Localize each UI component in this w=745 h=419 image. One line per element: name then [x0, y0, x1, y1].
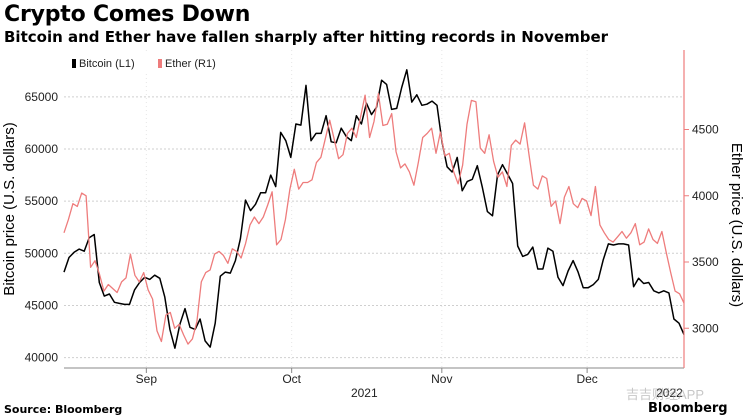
left-tick-40000: 40000: [25, 351, 59, 365]
source-note: Source: Bloomberg: [4, 403, 123, 416]
bitcoin-series-line: [63, 69, 685, 349]
left-axis-title: Bitcoin price (U.S. dollars): [1, 122, 18, 295]
right-tick-4000: 4000: [692, 189, 719, 203]
left-tick-45000: 45000: [25, 298, 59, 312]
left-tick-55000: 55000: [25, 194, 59, 208]
x-tick-dec: Dec: [576, 372, 597, 386]
chart-title: Crypto Comes Down: [4, 2, 251, 27]
year-label-2022: 2022: [656, 386, 683, 400]
right-tick-4500: 4500: [692, 123, 719, 137]
legend-swatch-bitcoin: [72, 59, 76, 68]
left-tick-60000: 60000: [25, 142, 59, 156]
x-tick-nov: Nov: [431, 372, 452, 386]
right-tick-3500: 3500: [692, 255, 719, 269]
right-axis-title: Ether price (U.S. dollars): [728, 143, 745, 307]
legend: Bitcoin (L1) Ether (R1): [68, 54, 224, 72]
right-tick-3000: 3000: [692, 321, 719, 335]
axes: 40000 45000 50000 55000 60000 65000 3000 3500 40…: [1, 50, 745, 400]
legend-label-ether: Ether (R1): [165, 58, 216, 70]
left-tick-65000: 65000: [25, 90, 59, 104]
gridlines: [64, 50, 684, 368]
chart-subtitle: Bitcoin and Ether have fallen sharply af…: [4, 28, 609, 46]
legend-background: [68, 54, 224, 72]
year-label-2021: 2021: [351, 386, 378, 400]
brand-logo: Bloomberg: [648, 401, 728, 416]
legend-swatch-ether: [158, 59, 162, 68]
plot-area: [63, 69, 685, 349]
watermark: 吉吉财经APP: [626, 387, 705, 402]
x-tick-sep: Sep: [136, 372, 158, 386]
x-tick-oct: Oct: [282, 372, 301, 386]
ether-series-line: [63, 93, 685, 345]
left-tick-50000: 50000: [25, 246, 59, 260]
legend-label-bitcoin: Bitcoin (L1): [79, 58, 135, 70]
